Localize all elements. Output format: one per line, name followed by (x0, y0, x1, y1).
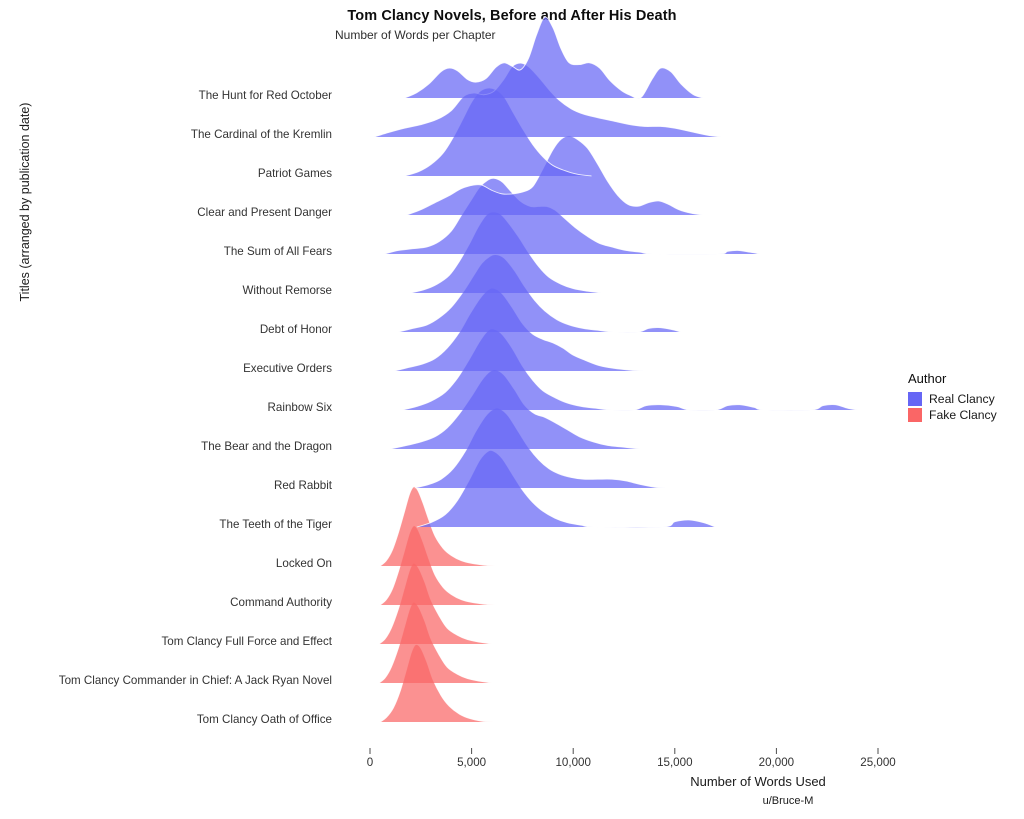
ridge-outline (404, 16, 704, 99)
y-axis-tick-label: Rainbow Six (267, 401, 332, 414)
y-axis-tick-label: Locked On (275, 557, 332, 570)
ridge-outline (379, 486, 497, 567)
ridge-outline (406, 135, 704, 216)
y-axis-tick-label: The Teeth of the Tiger (219, 518, 332, 531)
legend-color-swatch (908, 407, 922, 422)
y-axis-tick-label: Command Authority (230, 596, 332, 609)
x-axis-tick-label: 5,000 (457, 756, 487, 769)
legend-item[interactable]: Fake Clancy (908, 407, 1024, 422)
chart-subtitle: Number of Words per Chapter (335, 28, 496, 42)
y-axis-tick-label: The Cardinal of the Kremlin (190, 128, 332, 141)
y-axis-tick-label: Debt of Honor (259, 323, 332, 336)
y-axis-tick-label: Tom Clancy Oath of Office (196, 713, 332, 726)
y-axis-tick-label: Tom Clancy Commander in Chief: A Jack Ry… (58, 674, 332, 687)
ridge-area (402, 328, 858, 411)
chart-caption: u/Bruce-M (762, 795, 814, 807)
legend: Author Real Clancy Fake Clancy (908, 371, 1024, 423)
y-axis-tick-label: Patriot Games (257, 167, 332, 180)
y-axis-tick-label: Clear and Present Danger (197, 206, 332, 219)
page-title: Tom Clancy Novels, Before and After His … (347, 8, 677, 24)
x-axis-tick-label: 0 (366, 756, 374, 769)
legend-title: Author (908, 371, 947, 386)
x-axis-tick-label: 20,000 (758, 756, 795, 769)
ridge-outline (416, 449, 716, 528)
x-axis-tick-label: 15,000 (657, 756, 693, 769)
y-axis-tick-label: Red Rabbit (273, 479, 332, 492)
legend-color-swatch (908, 391, 922, 406)
y-axis-tick-label: Without Remorse (242, 284, 332, 297)
legend-item-label: Real Clancy (929, 391, 995, 406)
x-axis-tick-label: 25,000 (860, 756, 896, 769)
legend-item-label: Fake Clancy (929, 407, 997, 422)
y-axis-tick-label: The Bear and the Dragon (201, 440, 332, 453)
y-axis-tick-label: The Hunt for Red October (198, 89, 332, 102)
y-axis-tick-label: Executive Orders (243, 362, 332, 375)
x-axis-tick-label: 10,000 (555, 756, 591, 769)
legend-entries: Real Clancy Fake Clancy (908, 391, 1024, 422)
ridge-area (404, 16, 704, 99)
y-axis-tick-labels: The Hunt for Red October The Cardinal of … (0, 0, 332, 760)
y-axis-tick-label: The Sum of All Fears (223, 245, 332, 258)
legend-item[interactable]: Real Clancy (908, 391, 1024, 406)
ridge-area (414, 407, 667, 488)
x-axis-title: Number of Words Used (690, 774, 826, 789)
ridge-area (398, 254, 681, 333)
ridge-area (374, 63, 722, 137)
ridge-area (380, 486, 496, 566)
y-axis-tick-label: Tom Clancy Full Force and Effect (161, 635, 332, 648)
